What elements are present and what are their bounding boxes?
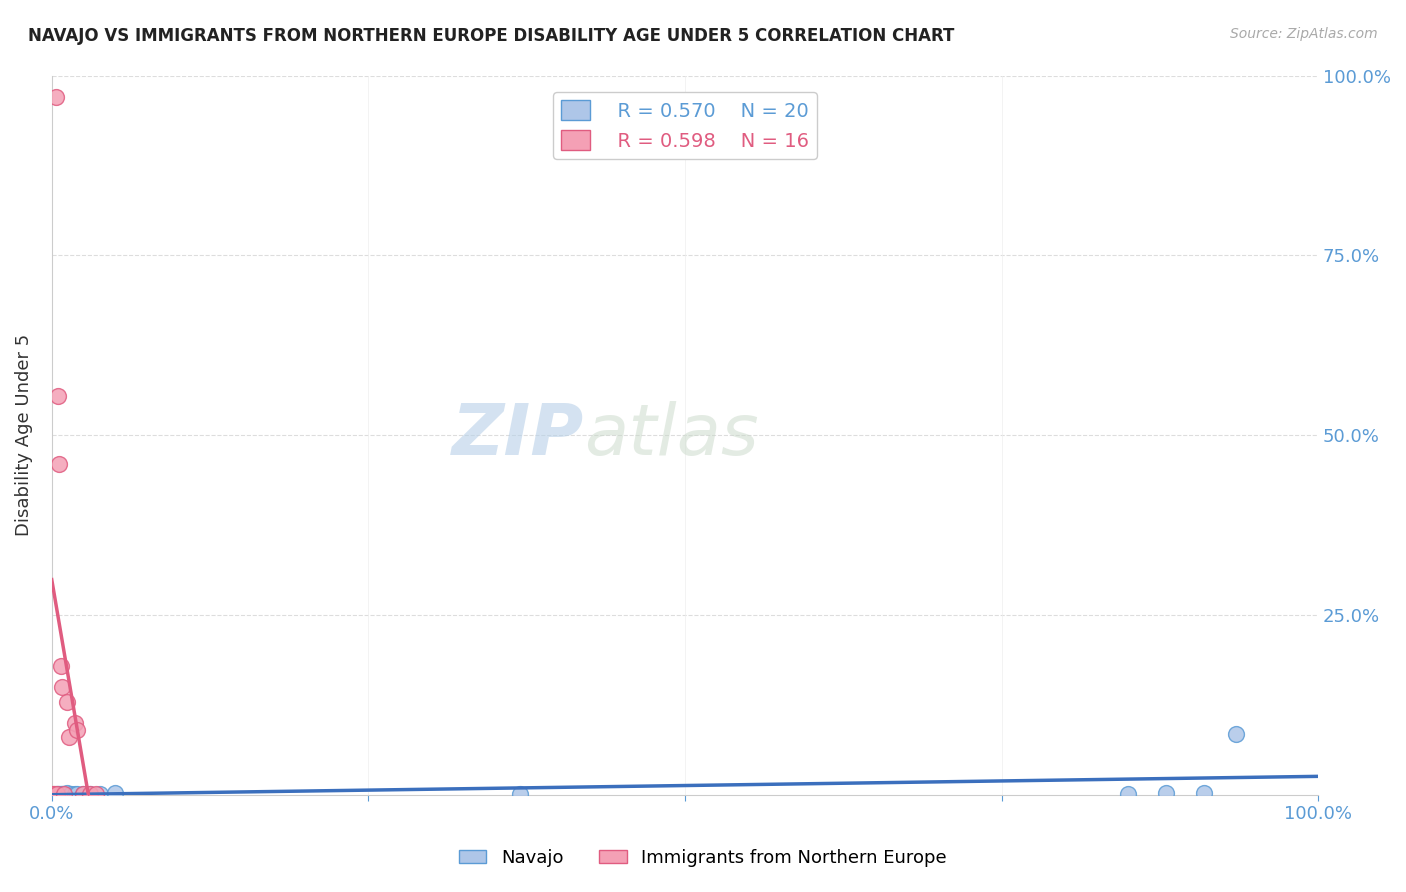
Point [42, 788, 65, 802]
Point [1225, 727, 1247, 741]
Legend:   R = 0.570    N = 20,   R = 0.598    N = 16: R = 0.570 N = 20, R = 0.598 N = 16 [553, 93, 817, 159]
Point [58, 731, 80, 745]
Point [79, 787, 101, 801]
Point [104, 786, 127, 800]
Point [48, 788, 70, 802]
Point [79, 788, 101, 802]
Point [53, 787, 76, 801]
Text: Source: ZipAtlas.com: Source: ZipAtlas.com [1230, 27, 1378, 41]
Point [51, 680, 73, 694]
Point [56, 786, 79, 800]
Point [72, 788, 94, 802]
Point [1192, 786, 1215, 800]
Point [63, 716, 86, 731]
Y-axis label: Disability Age Under 5: Disability Age Under 5 [15, 334, 32, 536]
Point [63, 787, 86, 801]
Point [48, 457, 70, 471]
Text: NAVAJO VS IMMIGRANTS FROM NORTHERN EUROPE DISABILITY AGE UNDER 5 CORRELATION CHA: NAVAJO VS IMMIGRANTS FROM NORTHERN EUROP… [28, 27, 955, 45]
Point [51, 788, 73, 802]
Point [49, 658, 72, 673]
Point [45, 788, 67, 802]
Point [53, 788, 76, 802]
Legend: Navajo, Immigrants from Northern Europe: Navajo, Immigrants from Northern Europe [453, 842, 953, 874]
Point [72, 788, 94, 802]
Point [66, 723, 89, 738]
Text: ZIP: ZIP [451, 401, 583, 470]
Point [46, 389, 69, 403]
Point [45, 90, 67, 104]
Point [44, 788, 66, 802]
Point [52, 788, 75, 802]
Text: atlas: atlas [583, 401, 758, 470]
Point [59, 788, 82, 802]
Point [66, 788, 89, 802]
Point [84, 788, 107, 802]
Point [89, 788, 111, 802]
Point [1116, 787, 1139, 801]
Point [45, 788, 67, 802]
Point [509, 788, 531, 802]
Point [56, 694, 79, 708]
Point [46, 788, 69, 802]
Point [1154, 786, 1177, 800]
Point [49, 787, 72, 801]
